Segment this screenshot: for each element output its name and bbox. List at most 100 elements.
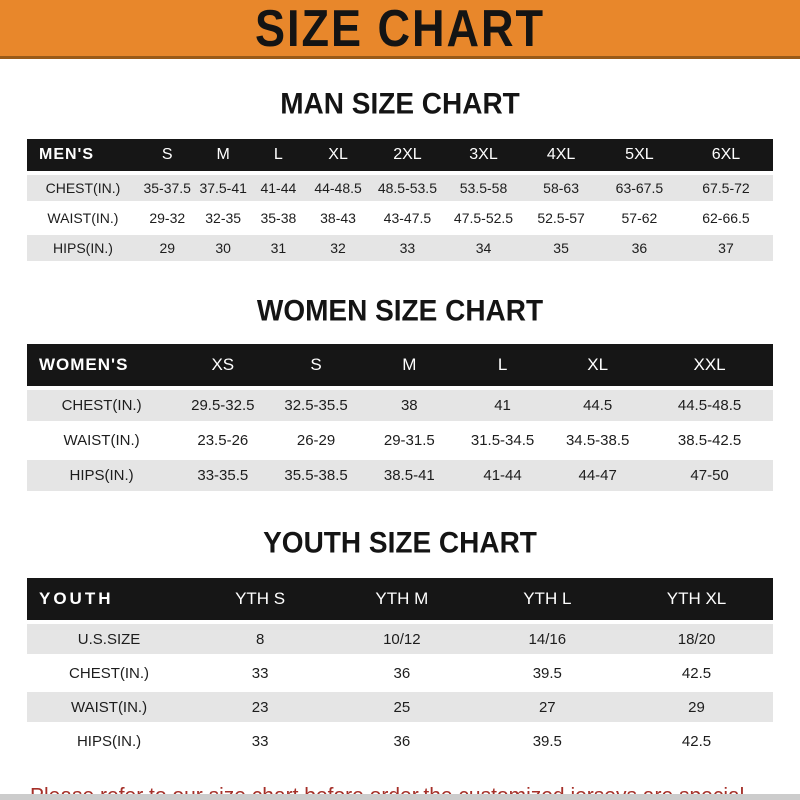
women-size-table: WOMEN'S XS S M L XL XXL CHEST(IN.) 29.5-… [27,340,773,495]
size-cell: 37 [678,235,773,261]
size-cell: 47-50 [646,460,773,491]
size-cell: 31 [250,235,306,261]
size-cell: 35-37.5 [138,175,196,201]
size-cell: 41-44 [250,175,306,201]
size-cell: 27 [474,692,621,722]
men-col-header: S [138,139,196,171]
size-cell: 35.5-38.5 [269,460,363,491]
size-cell: 58-63 [522,175,600,201]
size-cell: 38.5-42.5 [646,425,773,456]
size-cell: 35 [522,235,600,261]
size-cell: 53.5-58 [444,175,523,201]
size-cell: 33 [370,235,445,261]
size-cell: 41 [455,390,550,421]
youth-section-heading: YOUTH SIZE CHART [263,526,537,559]
size-cell: 52.5-57 [522,205,600,231]
row-label: HIPS(IN.) [27,726,192,756]
youth-table-header-row: YOUTH YTH S YTH M YTH L YTH XL [27,578,773,620]
women-col-header: M [362,344,456,386]
size-cell: 33-35.5 [176,460,270,491]
man-section-heading: MAN SIZE CHART [280,87,520,120]
size-cell: 31.5-34.5 [455,425,550,456]
size-cell: 44-47 [549,460,647,491]
youth-ussize-row: U.S.SIZE 8 10/12 14/16 18/20 [27,624,773,654]
men-col-header: 4XL [522,139,600,171]
size-cell: 42.5 [620,726,773,756]
size-cell: 30 [195,235,251,261]
size-cell: 44.5 [549,390,647,421]
women-waist-row: WAIST(IN.) 23.5-26 26-29 29-31.5 31.5-34… [27,425,773,456]
size-cell: 41-44 [455,460,550,491]
row-label: HIPS(IN.) [27,235,139,261]
size-cell: 37.5-41 [195,175,251,201]
youth-hips-row: HIPS(IN.) 33 36 39.5 42.5 [27,726,773,756]
row-label: WAIST(IN.) [27,205,139,231]
size-cell: 44-48.5 [305,175,371,201]
women-col-header: XS [176,344,270,386]
men-table-label: MEN'S [27,139,139,171]
size-cell: 29-31.5 [362,425,456,456]
youth-col-header: YTH L [474,578,621,620]
size-cell: 33 [191,658,330,688]
size-cell: 62-66.5 [678,205,773,231]
size-cell: 25 [329,692,475,722]
size-cell: 39.5 [474,726,621,756]
size-cell: 38-43 [305,205,371,231]
size-cell: 29.5-32.5 [176,390,270,421]
size-cell: 29 [620,692,773,722]
size-cell: 35-38 [250,205,306,231]
size-cell: 32.5-35.5 [269,390,363,421]
size-cell: 26-29 [269,425,363,456]
row-label: CHEST(IN.) [27,658,192,688]
men-col-header: 5XL [599,139,679,171]
size-cell: 36 [329,726,475,756]
size-cell: 32-35 [195,205,251,231]
row-label: CHEST(IN.) [27,175,139,201]
men-hips-row: HIPS(IN.) 29 30 31 32 33 34 35 36 37 [27,235,773,261]
size-cell: 47.5-52.5 [444,205,523,231]
size-cell: 33 [191,726,330,756]
size-cell: 48.5-53.5 [370,175,445,201]
men-table-header-row: MEN'S S M L XL 2XL 3XL 4XL 5XL 6XL [27,139,773,171]
men-col-header: 6XL [678,139,773,171]
size-cell: 32 [305,235,371,261]
men-col-header: 3XL [444,139,523,171]
youth-size-table: YOUTH YTH S YTH M YTH L YTH XL U.S.SIZE … [27,574,773,760]
women-col-header: S [269,344,363,386]
men-col-header: L [250,139,306,171]
men-size-table: MEN'S S M L XL 2XL 3XL 4XL 5XL 6XL CHEST… [27,135,773,265]
size-cell: 10/12 [329,624,475,654]
bottom-strip [0,794,800,800]
size-cell: 36 [329,658,475,688]
banner-title: SIZE CHART [254,0,546,58]
row-label: U.S.SIZE [27,624,192,654]
size-cell: 63-67.5 [599,175,679,201]
women-table-header-row: WOMEN'S XS S M L XL XXL [27,344,773,386]
women-chest-row: CHEST(IN.) 29.5-32.5 32.5-35.5 38 41 44.… [27,390,773,421]
size-cell: 42.5 [620,658,773,688]
women-col-header: XXL [646,344,773,386]
youth-chest-row: CHEST(IN.) 33 36 39.5 42.5 [27,658,773,688]
size-cell: 38 [362,390,456,421]
size-cell: 39.5 [474,658,621,688]
women-section-heading: WOMEN SIZE CHART [256,294,544,327]
youth-col-header: YTH XL [620,578,773,620]
youth-col-header: YTH M [329,578,475,620]
men-col-header: M [195,139,251,171]
women-hips-row: HIPS(IN.) 33-35.5 35.5-38.5 38.5-41 41-4… [27,460,773,491]
size-cell: 67.5-72 [678,175,773,201]
men-col-header: 2XL [370,139,445,171]
size-cell: 34 [444,235,523,261]
size-cell: 34.5-38.5 [549,425,647,456]
size-cell: 36 [599,235,679,261]
row-label: WAIST(IN.) [27,425,177,456]
size-cell: 29 [138,235,196,261]
row-label: CHEST(IN.) [27,390,177,421]
size-cell: 8 [191,624,330,654]
size-cell: 18/20 [620,624,773,654]
size-cell: 14/16 [474,624,621,654]
size-cell: 44.5-48.5 [646,390,773,421]
men-waist-row: WAIST(IN.) 29-32 32-35 35-38 38-43 43-47… [27,205,773,231]
size-cell: 57-62 [599,205,679,231]
